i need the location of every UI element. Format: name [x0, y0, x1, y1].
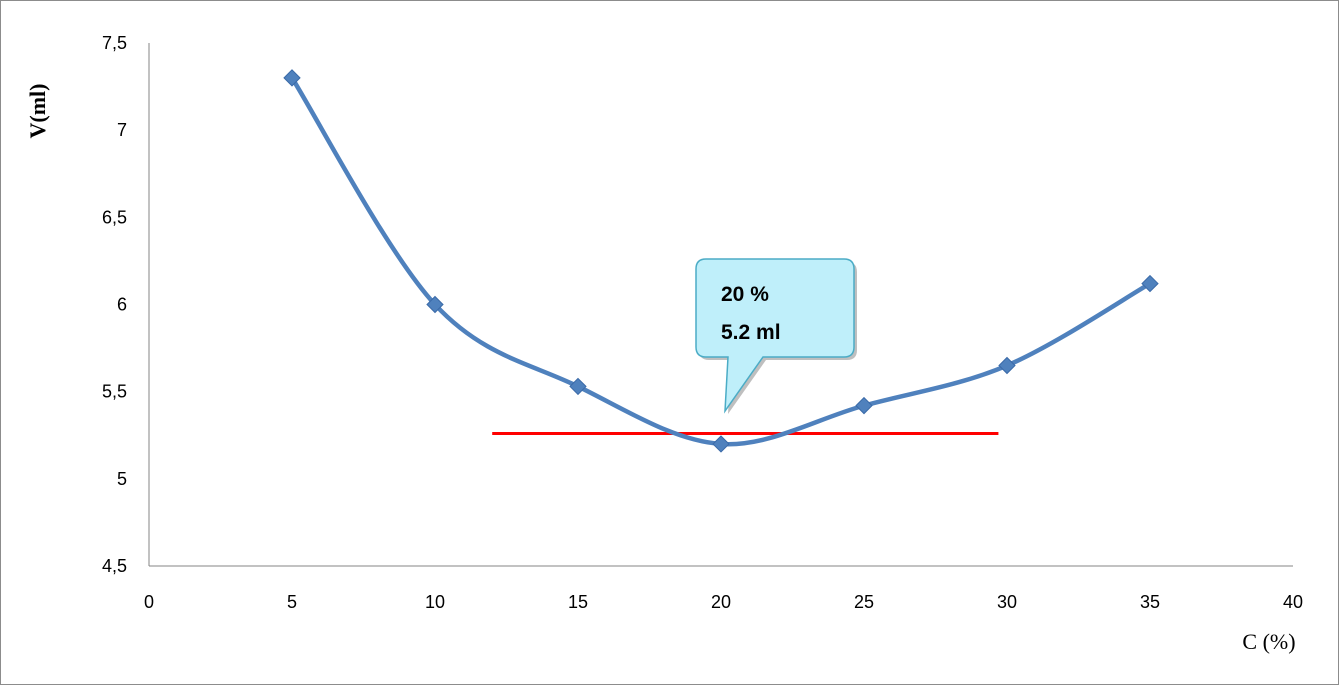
axes	[148, 43, 1293, 567]
x-axis-title: C (%)	[1242, 629, 1295, 654]
x-tick-label: 25	[854, 592, 874, 612]
y-axis-title: V(ml)	[25, 84, 50, 139]
x-tick-label: 15	[568, 592, 588, 612]
y-tick-label: 7,5	[102, 33, 127, 53]
data-point-marker	[283, 69, 301, 87]
data-point-marker	[569, 377, 587, 396]
data-point-marker	[855, 396, 873, 415]
y-tick-label: 4,5	[102, 556, 127, 576]
x-tick-label: 0	[144, 592, 154, 612]
data-point-marker	[1141, 274, 1159, 293]
y-tick-label: 5	[117, 469, 127, 489]
x-tick-label: 20	[711, 592, 731, 612]
callout-bubble	[695, 258, 855, 414]
data-point-marker	[426, 295, 444, 314]
y-tick-label: 6	[117, 295, 127, 315]
x-tick-label: 40	[1283, 592, 1303, 612]
data-point-marker	[998, 356, 1016, 375]
y-tick-label: 6,5	[102, 207, 127, 227]
callout-label: 20 %	[721, 283, 769, 306]
x-tick-label: 10	[425, 592, 445, 612]
series-group	[283, 69, 1159, 453]
data-point-marker	[712, 435, 730, 453]
y-tick-labels: 4,5 5 5,5 6 6,5 7 7,5	[102, 33, 127, 576]
y-tick-label: 7	[117, 120, 127, 140]
callout-label: 5.2 ml	[721, 321, 781, 344]
y-tick-label: 5,5	[102, 382, 127, 402]
x-tick-labels: 0 5 10 15 20 25 30 35 40	[144, 592, 1303, 612]
callout-group: 20 % 5.2 ml	[695, 258, 857, 414]
x-tick-label: 30	[997, 592, 1017, 612]
x-tick-label: 5	[287, 592, 297, 612]
x-tick-label: 35	[1140, 592, 1160, 612]
